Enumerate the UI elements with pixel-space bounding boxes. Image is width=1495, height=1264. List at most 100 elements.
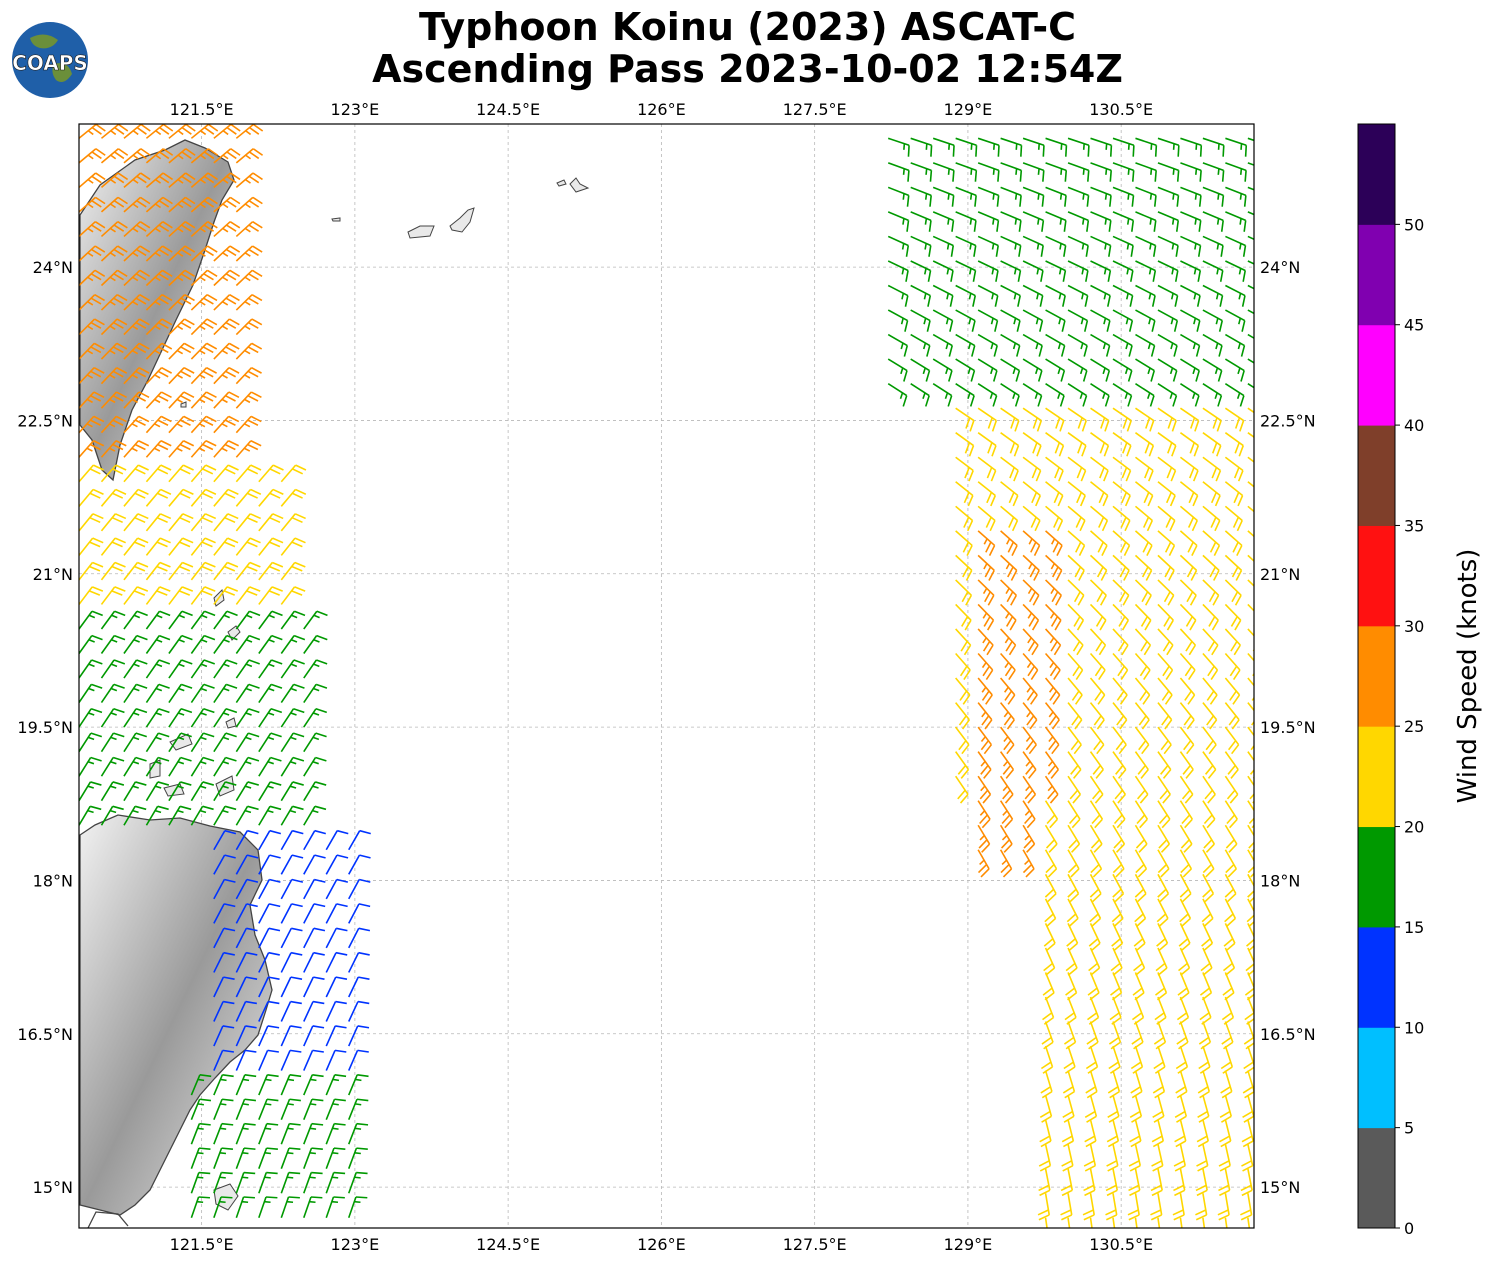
wind-barb	[1154, 996, 1167, 1025]
wind-barb	[1067, 358, 1088, 382]
wind-barb	[1067, 137, 1090, 157]
wind-barb	[1247, 505, 1254, 513]
lat-tick-label-left: 16.5°N	[17, 1025, 73, 1044]
colorbar-tick-label: 40	[1404, 416, 1424, 435]
wind-barb	[1247, 456, 1254, 463]
wind-barb	[1157, 505, 1176, 532]
wind-barb	[280, 903, 303, 924]
wind-barb	[1179, 554, 1198, 581]
wind-barb	[1087, 996, 1100, 1025]
wind-barb	[1022, 505, 1041, 532]
wind-barb	[1022, 579, 1040, 606]
wind-barb	[145, 561, 171, 581]
wind-barb	[1157, 358, 1178, 382]
wind-barb	[213, 1196, 233, 1219]
wind-barb	[932, 284, 954, 307]
wind-barb	[1022, 186, 1045, 207]
wind-barb	[145, 610, 171, 630]
wind-barb	[1062, 1094, 1075, 1123]
wind-barb	[168, 464, 194, 483]
wind-barb	[145, 488, 172, 507]
wind-barb	[1134, 481, 1154, 507]
wind-barb	[1157, 382, 1178, 407]
wind-barb	[213, 781, 237, 802]
wind-barb	[1202, 333, 1223, 357]
wind-barb	[100, 537, 126, 556]
wind-barb	[347, 1098, 369, 1120]
lon-tick-label-bottom: 121.5°E	[170, 1235, 234, 1254]
wind-barb	[1044, 1217, 1048, 1228]
lat-tick-label-left: 19.5°N	[17, 718, 73, 737]
wind-barb	[168, 708, 193, 728]
wind-barb	[168, 196, 196, 213]
wind-barb	[213, 1147, 234, 1169]
wind-barb	[1022, 652, 1039, 680]
wind-barb	[213, 537, 239, 556]
wind-barb	[1044, 677, 1061, 705]
wind-barb	[1112, 309, 1134, 332]
wind-barb	[123, 269, 151, 287]
wind-barb	[955, 726, 970, 755]
wind-barb	[190, 561, 216, 581]
wind-barb	[235, 1098, 256, 1120]
wind-barb	[258, 1171, 278, 1194]
babuyan-island-2	[225, 717, 237, 729]
wind-barb	[100, 488, 127, 507]
wind-barb	[190, 634, 216, 654]
wind-barb	[1090, 456, 1109, 482]
wind-barb	[1225, 211, 1247, 232]
wind-barb	[258, 732, 282, 753]
taiwan-land	[79, 139, 235, 482]
wind-barb	[1179, 677, 1196, 705]
wind-barb	[1202, 824, 1216, 853]
wind-barb	[1067, 456, 1087, 482]
wind-barb	[1247, 260, 1254, 265]
wind-barb	[258, 610, 283, 630]
wind-barb	[955, 751, 970, 779]
wind-barb	[977, 186, 1000, 207]
wind-barb	[348, 1049, 369, 1071]
wind-barb	[348, 1025, 370, 1047]
lat-tick-label-right: 21°N	[1260, 565, 1300, 584]
wind-barb	[1157, 162, 1180, 182]
wind-barb	[1083, 1144, 1097, 1172]
wind-barb	[1112, 824, 1126, 853]
wind-barb	[303, 1049, 324, 1071]
wind-barb	[303, 878, 326, 900]
wind-barb	[999, 751, 1015, 779]
wind-barb	[348, 927, 371, 949]
wind-barb	[955, 358, 976, 382]
wind-barb	[1157, 800, 1171, 829]
wind-barb	[1111, 923, 1124, 952]
wind-barb	[1157, 137, 1180, 157]
wind-barb	[1157, 775, 1171, 804]
wind-barb	[1045, 284, 1066, 307]
wind-barb	[190, 269, 218, 287]
wind-barb	[168, 732, 192, 753]
wind-barb	[79, 391, 105, 409]
wind-barb	[348, 829, 371, 851]
wind-barb	[977, 726, 993, 755]
wind-barb	[999, 849, 1013, 878]
wind-barb	[1067, 677, 1083, 705]
wind-barb	[303, 976, 325, 998]
wind-barb	[145, 781, 170, 802]
wind-barb	[258, 488, 284, 507]
wind-barb	[1134, 677, 1151, 705]
wind-barb	[1134, 726, 1150, 755]
wind-barb	[1112, 432, 1132, 457]
wind-barb	[1247, 603, 1254, 627]
wind-barb	[1090, 407, 1110, 432]
wind-barb	[145, 124, 174, 139]
wind-barb	[258, 951, 280, 973]
wind-barb	[1134, 579, 1152, 606]
wind-barb	[213, 391, 240, 409]
wind-barb	[1000, 579, 1018, 606]
wind-barb	[1224, 898, 1237, 927]
wind-barb	[1247, 751, 1254, 779]
wind-barb	[145, 391, 172, 409]
wind-barb	[123, 756, 147, 777]
wind-barb	[145, 221, 173, 238]
wind-barb	[1157, 1217, 1161, 1228]
colorbar-tick-label: 15	[1404, 918, 1424, 937]
